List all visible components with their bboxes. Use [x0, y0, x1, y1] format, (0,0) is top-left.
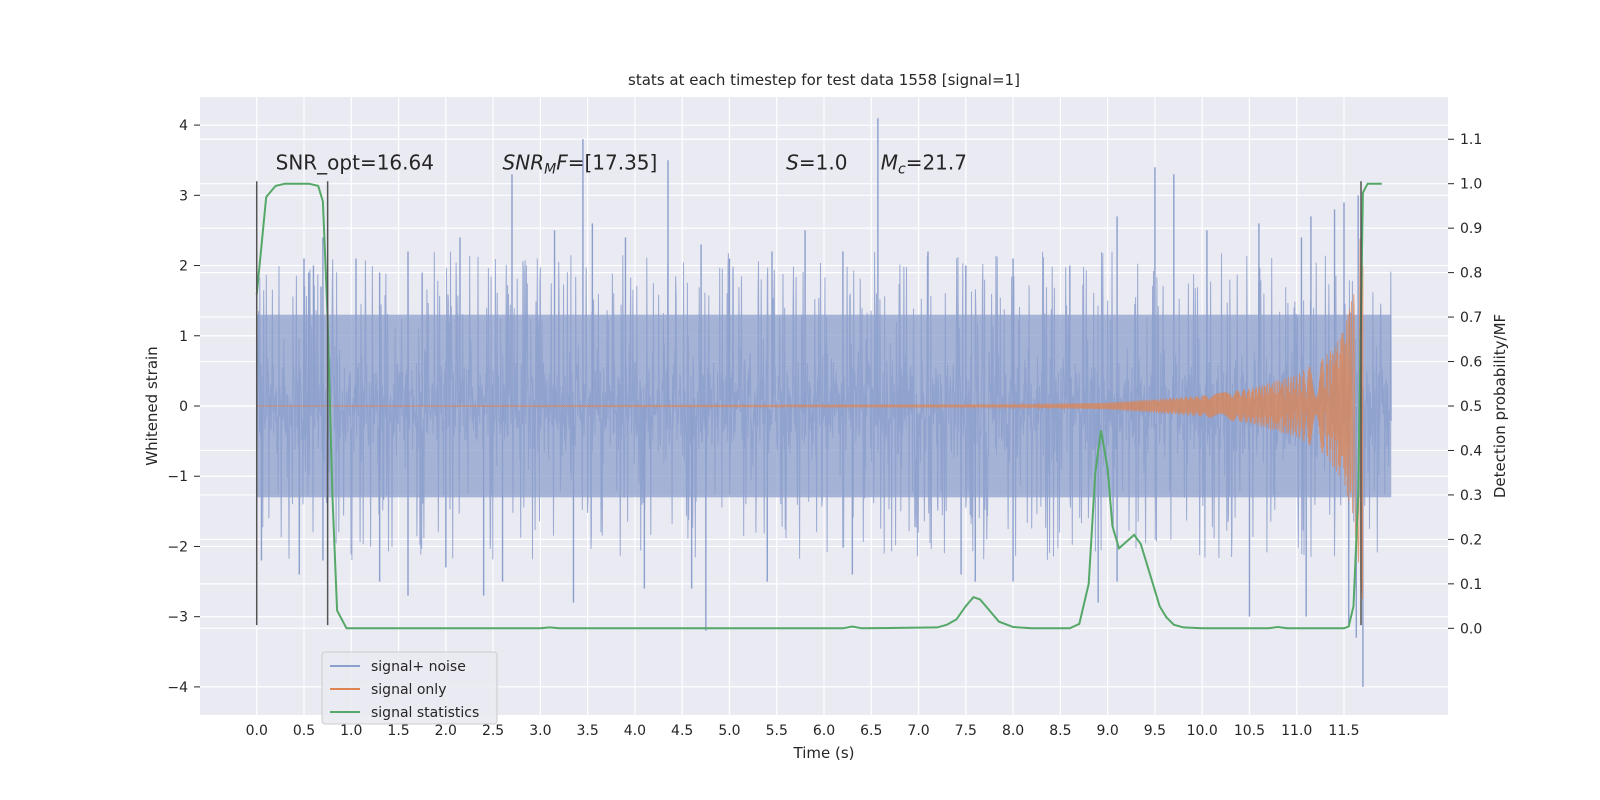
y2-tick-label: 0.3 — [1460, 488, 1482, 504]
y-tick-label: −4 — [167, 680, 188, 696]
x-tick-label: 11.0 — [1281, 723, 1312, 739]
annotation-part: SNR — [503, 150, 545, 174]
x-tick-label: 3.0 — [529, 723, 551, 739]
annotations: SNR_opt=16.64 SNRMF=[17.35] S=1.0 Mc=21.7 — [276, 150, 967, 177]
annotation-part: =[17.35] — [568, 150, 658, 174]
x-tick-label: 2.5 — [482, 723, 504, 739]
annotation-part: M — [881, 150, 898, 174]
x-tick-label: 10.5 — [1234, 723, 1265, 739]
x-tick-label: 7.5 — [955, 723, 977, 739]
vertical-markers — [255, 181, 1362, 626]
y2-tick-label: 0.2 — [1460, 532, 1482, 548]
x-tick-label: 3.5 — [577, 723, 599, 739]
y2-tick-label: 1.1 — [1460, 132, 1482, 148]
annotation: SNR_opt=16.64 — [276, 150, 434, 174]
x-tick-label: 9.0 — [1097, 723, 1119, 739]
x-tick-label: 5.0 — [718, 723, 740, 739]
annotation-part: c — [898, 161, 906, 177]
annotation-part: F — [556, 150, 568, 174]
x-tick-label: 0.0 — [246, 723, 268, 739]
y-tick-label: −1 — [167, 469, 188, 485]
y2-tick-label: 0.4 — [1460, 443, 1482, 459]
y2-tick-label: 0.9 — [1460, 221, 1482, 237]
x-tick-label: 7.0 — [907, 723, 929, 739]
x-tick-label: 9.5 — [1144, 723, 1166, 739]
chart-title: stats at each timestep for test data 155… — [628, 71, 1020, 89]
y-tick-label: 0 — [179, 399, 188, 415]
x-tick-label: 4.5 — [671, 723, 693, 739]
annotation-part: =21.7 — [906, 150, 967, 174]
y-axis-right: 0.0 0.1 0.2 0.3 0.4 0.5 0.6 0.7 0.8 0.9 1.0 1.1 — [1448, 132, 1482, 637]
y2-tick-label: 1.0 — [1460, 177, 1482, 193]
y2-axis-label: Detection probability/MF — [1491, 314, 1509, 498]
y-tick-label: −3 — [167, 610, 188, 626]
x-tick-label: 4.0 — [624, 723, 646, 739]
y-tick-label: 3 — [179, 188, 188, 204]
y2-tick-label: 0.8 — [1460, 266, 1482, 282]
y-tick-label: −2 — [167, 539, 188, 555]
y2-tick-label: 0.5 — [1460, 399, 1482, 415]
annotation: Mc=21.7 — [881, 150, 967, 177]
series-signal-statistics — [255, 182, 1382, 630]
y2-tick-label: 0.1 — [1460, 577, 1482, 593]
x-tick-label: 6.0 — [813, 723, 835, 739]
y-tick-label: 2 — [179, 259, 188, 275]
x-tick-label: 11.5 — [1328, 723, 1359, 739]
legend-label: signal only — [371, 682, 446, 698]
legend-box — [321, 651, 498, 725]
annotation: S=1.0 — [786, 150, 847, 174]
x-axis: 0.0 0.5 1.0 1.5 2.0 2.5 3.0 3.5 4.0 4.5 5.0 5.5 6.0 6… — [246, 723, 1360, 739]
x-tick-label: 0.5 — [293, 723, 315, 739]
x-tick-label: 2.0 — [435, 723, 457, 739]
y-axis-label: Whitened strain — [143, 346, 161, 465]
y-tick-label: 4 — [179, 118, 188, 134]
x-tick-label: 10.0 — [1187, 723, 1218, 739]
x-tick-label: 8.5 — [1049, 723, 1071, 739]
x-tick-label: 6.5 — [860, 723, 882, 739]
annotation-part: S — [786, 150, 799, 174]
x-tick-label: 1.0 — [340, 723, 362, 739]
y2-tick-label: 0.0 — [1460, 621, 1482, 637]
x-axis-label: Time (s) — [793, 744, 855, 762]
annotation: SNRMF=[17.35] — [503, 150, 658, 177]
y-tick-label: 1 — [179, 329, 188, 345]
legend: signal+ noise signal only signal statistic… — [321, 651, 498, 725]
annotation-part: =1.0 — [799, 150, 848, 174]
y-axis-left: −4 −3 −2 −1 0 1 2 3 4 — [167, 118, 200, 696]
x-tick-label: 8.0 — [1002, 723, 1024, 739]
series-signal-only — [256, 224, 1364, 599]
annotation-part: SNR_opt=16.64 — [276, 150, 434, 174]
y2-tick-label: 0.7 — [1460, 310, 1482, 326]
annotation-part: M — [544, 161, 556, 177]
legend-label: signal statistics — [371, 705, 479, 721]
series-layer — [255, 118, 1392, 687]
y2-tick-label: 0.6 — [1460, 355, 1482, 371]
x-tick-label: 5.5 — [766, 723, 788, 739]
x-tick-label: 1.5 — [387, 723, 409, 739]
legend-label: signal+ noise — [371, 659, 466, 675]
